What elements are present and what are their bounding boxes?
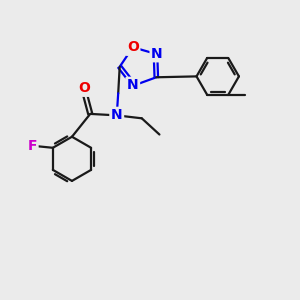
Text: N: N bbox=[151, 47, 163, 61]
Text: O: O bbox=[78, 81, 90, 95]
Text: O: O bbox=[127, 40, 139, 54]
Text: N: N bbox=[111, 108, 123, 122]
Text: N: N bbox=[127, 78, 139, 92]
Text: F: F bbox=[28, 139, 37, 153]
